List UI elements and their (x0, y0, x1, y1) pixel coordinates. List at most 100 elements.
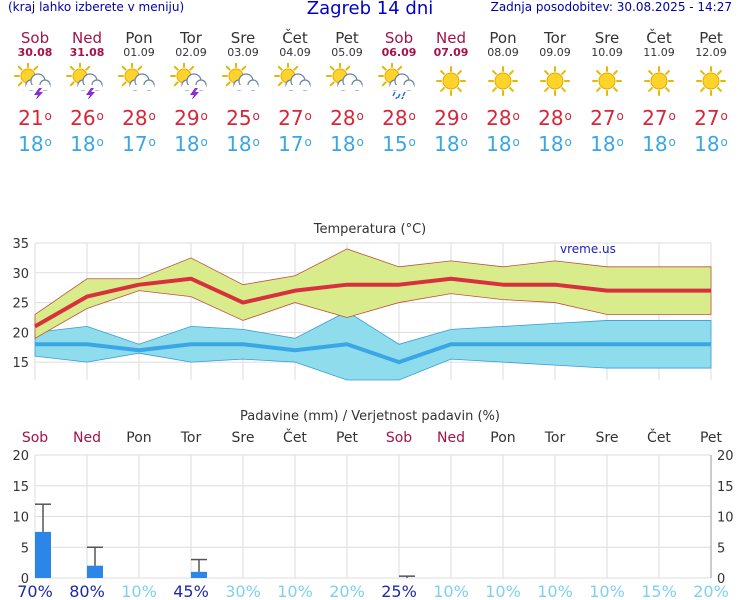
temp-min: 18o (330, 132, 364, 156)
temp-min: 18o (434, 132, 468, 156)
precip-probability: 20% (329, 582, 365, 600)
precip-probability: 15% (641, 582, 677, 600)
x-tick-label: Pon (490, 430, 515, 446)
day-column: Ned 31.08 26o 18o (61, 30, 113, 157)
day-date: 11.09 (643, 46, 675, 59)
day-name: Ned (436, 29, 466, 47)
precip-probability: 10% (433, 582, 469, 600)
temp-max: 25o (226, 106, 260, 130)
precip-probability: 25% (381, 582, 417, 600)
day-name: Pon (125, 29, 153, 47)
y-tick-label: 30 (12, 267, 29, 282)
x-tick-label: Čet (647, 428, 671, 446)
sun-icon (436, 66, 466, 96)
temp-min: 15o (382, 132, 416, 156)
y-tick-label: 10 (12, 511, 29, 526)
precip-probability: 10% (589, 582, 625, 600)
min-temp-line (35, 342, 711, 365)
y-tick-label: 20 (12, 449, 29, 464)
day-date: 04.09 (279, 46, 311, 59)
precip-probability: 20% (693, 582, 729, 600)
day-name: Sre (594, 29, 620, 47)
day-column: Pon 08.09 28o 18o (477, 30, 529, 157)
temp-min: 18o (18, 132, 52, 156)
day-date: 01.09 (123, 46, 155, 59)
temp-max: 26o (70, 106, 104, 130)
precip-probability: 10% (485, 582, 521, 600)
day-column: Sob 30.08 21o 18o (9, 30, 61, 157)
y-tick-label: 35 (12, 237, 29, 252)
max-range-band (34, 248, 712, 339)
day-column: Tor 09.09 28o 18o (529, 30, 581, 157)
spacer (0, 170, 740, 214)
day-date: 06.09 (381, 46, 417, 59)
y-tick-label: 25 (12, 297, 29, 312)
temp-min: 18o (70, 132, 104, 156)
sun-cloud-icon (118, 62, 155, 91)
x-tick-label: Sre (596, 430, 619, 446)
day-column: Čet 11.09 27o 18o (633, 30, 685, 157)
x-tick-label: Ned (437, 430, 465, 446)
watermark: vreme.us (560, 242, 616, 256)
y-tick-label: 15 (12, 480, 29, 495)
temp-min: 18o (174, 132, 208, 156)
max-temp-line (34, 276, 711, 329)
day-column: Tor 02.09 29o 18o (165, 30, 217, 157)
precip-bar (35, 531, 51, 578)
x-tick-label: Pet (336, 430, 359, 446)
day-column: Čet 04.09 27o 17o (269, 30, 321, 157)
temp-max: 27o (590, 106, 624, 130)
day-date: 31.08 (69, 46, 105, 59)
y-tick-label: 20 (12, 326, 29, 341)
temp-min: 17o (278, 132, 312, 156)
temp-max: 27o (278, 106, 312, 130)
y2-tick-label: 5 (717, 541, 725, 556)
temp-min: 18o (642, 132, 676, 156)
precip-probability: 10% (277, 582, 313, 600)
x-tick-label: Sre (232, 430, 255, 446)
x-tick-label: Sob (386, 430, 412, 446)
temperature-chart: Temperatura (°C) 15 20 25 30 35 vreme.us (12, 222, 712, 381)
precip-probability: 30% (225, 582, 261, 600)
precip-bar (191, 571, 207, 578)
sun-icon (592, 66, 622, 96)
day-date: 12.09 (695, 46, 727, 59)
day-date: 02.09 (175, 46, 207, 59)
top-bar: (kraj lahko izberete v meniju) Zagreb 14… (0, 0, 740, 22)
day-date: 30.08 (17, 46, 53, 59)
temp-max: 28o (538, 106, 572, 130)
day-name: Sob (384, 29, 414, 47)
last-updated: Zadnja posodobitev: 30.08.2025 - 14:27 (490, 0, 732, 14)
chart-title: Padavine (mm) / Verjetnost padavin (%) (240, 409, 500, 424)
y2-tick-label: 0 (717, 572, 725, 587)
day-date: 03.09 (227, 46, 259, 59)
precip-probability: 70% (17, 582, 53, 600)
min-range-band (34, 311, 712, 381)
temp-min: 18o (226, 132, 260, 156)
temp-max: 27o (642, 106, 676, 130)
temp-max: 28o (382, 106, 416, 130)
day-column: Ned 07.09 29o 18o (425, 30, 477, 157)
x-tick-label: Pon (126, 430, 151, 446)
day-name: Pon (489, 29, 517, 47)
x-tick-label: Tor (544, 430, 566, 446)
day-column: Pet 12.09 27o 18o (685, 30, 737, 157)
day-column: Sre 10.09 27o 18o (581, 30, 633, 157)
precip-probability: 80% (69, 582, 105, 600)
temp-min: 17o (122, 132, 156, 156)
temp-max: 21o (18, 106, 52, 130)
menu-hint: (kraj lahko izberete v meniju) (8, 0, 185, 14)
precip-probability: 10% (537, 582, 573, 600)
sun-icon (696, 66, 726, 96)
day-name: Pet (699, 29, 723, 47)
day-date: 05.09 (331, 46, 363, 59)
sun-cloud-rain-icon (378, 62, 415, 102)
day-name: Sob (20, 29, 50, 47)
page-title: Zagreb 14 dni (306, 0, 434, 19)
sun-cloud-lightning-icon (14, 62, 51, 101)
y2-tick-label: 15 (717, 480, 734, 495)
y2-tick-label: 20 (717, 449, 734, 464)
day-name: Sre (230, 29, 256, 47)
day-date: 10.09 (591, 46, 623, 59)
sun-icon (488, 66, 518, 96)
